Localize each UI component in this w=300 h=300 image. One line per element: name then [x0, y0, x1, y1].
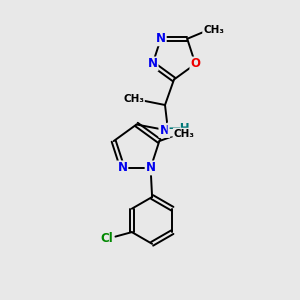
- Text: CH₃: CH₃: [203, 25, 224, 35]
- Text: N: N: [117, 161, 128, 174]
- Text: N: N: [159, 124, 170, 137]
- Text: CH₃: CH₃: [123, 94, 144, 104]
- Text: —H: —H: [169, 122, 190, 136]
- Text: O: O: [190, 58, 200, 70]
- Text: CH₃: CH₃: [174, 129, 195, 139]
- Text: N: N: [156, 32, 166, 45]
- Text: N: N: [148, 58, 158, 70]
- Text: N: N: [146, 161, 156, 174]
- Text: Cl: Cl: [100, 232, 113, 244]
